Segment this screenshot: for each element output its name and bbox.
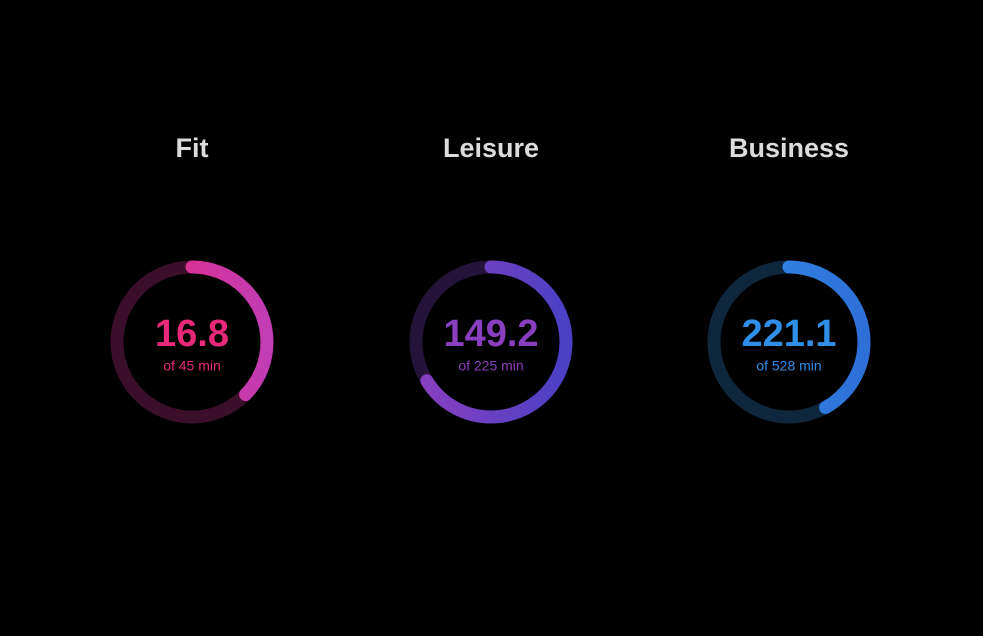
gauge-goal: of 45 min — [163, 358, 221, 374]
gauge-goal: of 225 min — [458, 358, 523, 374]
gauge-goal: of 528 min — [756, 358, 821, 374]
gauge-title: Fit — [176, 133, 209, 163]
gauge-title: Business — [729, 133, 849, 163]
gauge-title: Leisure — [443, 133, 539, 163]
ring-progress — [409, 260, 573, 424]
ring-progress — [110, 260, 274, 424]
ring-progress — [707, 260, 871, 424]
gauge-value: 149.2 — [443, 313, 538, 355]
gauge-value: 16.8 — [155, 313, 229, 355]
gauge-value: 221.1 — [741, 313, 836, 355]
